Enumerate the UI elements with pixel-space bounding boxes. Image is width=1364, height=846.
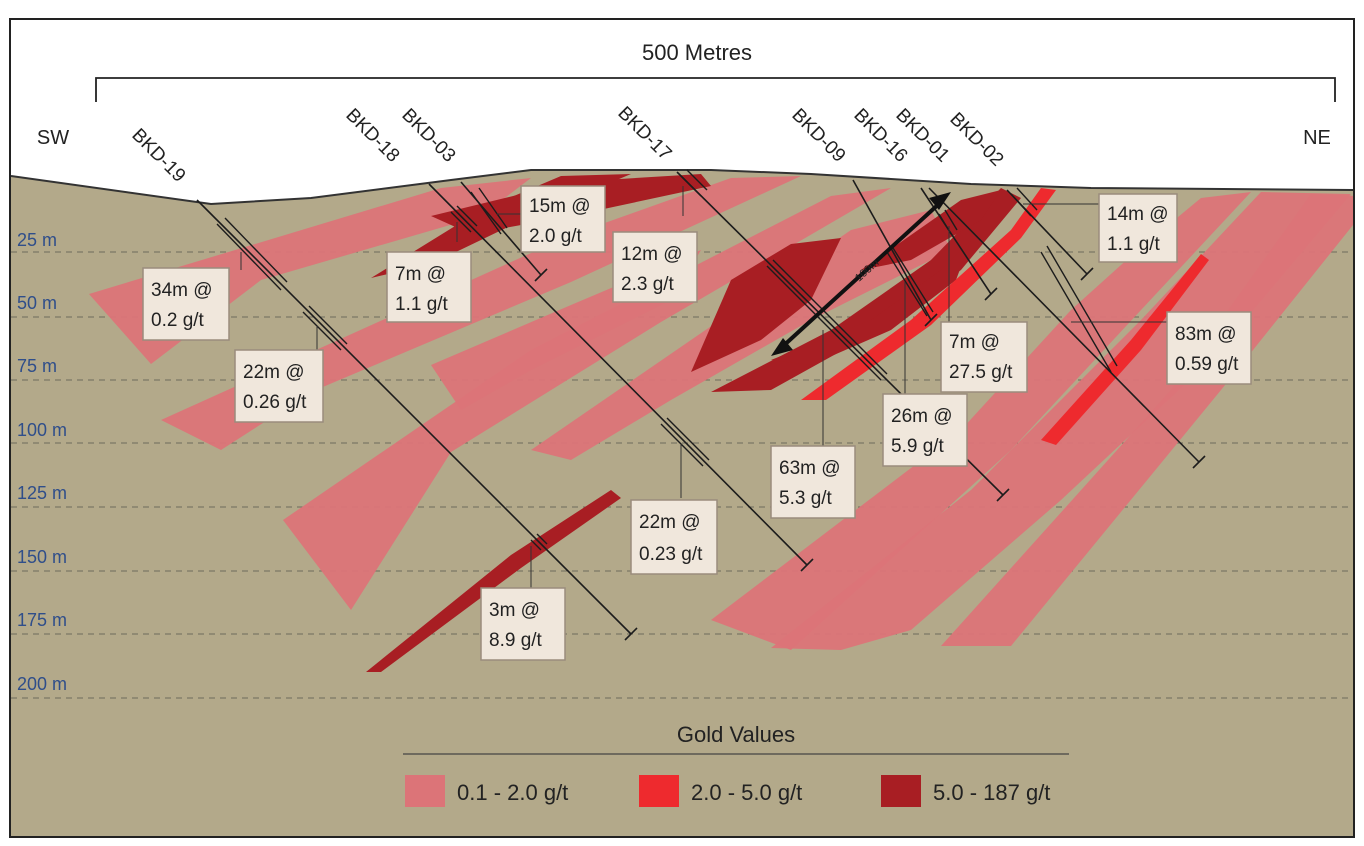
interval-annotation: 3m @ 8.9 g/t: [480, 587, 566, 661]
interval-length: 12m @: [621, 244, 683, 265]
depth-label: 50 m: [17, 293, 57, 313]
interval-length: 3m @: [489, 600, 540, 621]
interval-length: 83m @: [1175, 324, 1237, 345]
interval-length: 22m @: [639, 512, 701, 533]
interval-grade: 1.1 g/t: [395, 294, 449, 315]
interval-length: 7m @: [949, 332, 1000, 353]
interval-length: 22m @: [243, 362, 305, 383]
depth-label: 175 m: [17, 610, 67, 630]
depth-label: 125 m: [17, 483, 67, 503]
interval-grade: 0.23 g/t: [639, 544, 703, 565]
legend-label-low: 0.1 - 2.0 g/t: [457, 780, 568, 805]
interval-grade: 0.26 g/t: [243, 392, 307, 413]
interval-grade: 0.59 g/t: [1175, 354, 1239, 375]
leader-lines: [240, 186, 1167, 588]
scale-bar: [95, 77, 1336, 102]
interval-grade: 5.9 g/t: [891, 436, 945, 457]
interval-annotation: 15m @ 2.0 g/t: [520, 185, 606, 253]
hole-label: BKD-09: [787, 105, 849, 167]
interval-annotation: 22m @ 0.23 g/t: [630, 499, 718, 575]
depth-label: 150 m: [17, 547, 67, 567]
section-canvas: 500 Metres SW NE 25 m 50 m 75 m 100 m 12…: [11, 40, 1353, 836]
interval-length: 34m @: [151, 280, 213, 301]
interval-annotation: 34m @ 0.2 g/t: [142, 267, 230, 341]
interval-annotation: 26m @ 5.9 g/t: [882, 393, 968, 467]
legend: Gold Values 0.1 - 2.0 g/t 2.0 - 5.0 g/t …: [403, 722, 1069, 807]
interval-annotation: 63m @ 5.3 g/t: [770, 445, 856, 519]
cross-section-diagram: 500 Metres SW NE 25 m 50 m 75 m 100 m 12…: [9, 18, 1355, 838]
interval-grade: 0.2 g/t: [151, 310, 205, 331]
interval-grade: 1.1 g/t: [1107, 234, 1161, 255]
interval-length: 15m @: [529, 196, 591, 217]
interval-length: 26m @: [891, 406, 953, 427]
interval-annotation: 12m @ 2.3 g/t: [612, 231, 698, 303]
interval-grade: 2.3 g/t: [621, 274, 675, 295]
depth-label: 75 m: [17, 356, 57, 376]
legend-swatch-mid: [639, 775, 679, 807]
interval-annotation: 22m @ 0.26 g/t: [234, 349, 324, 423]
interval-annotation: 83m @ 0.59 g/t: [1166, 311, 1252, 385]
direction-sw: SW: [37, 127, 69, 149]
interval-length: 63m @: [779, 458, 841, 479]
interval-grade: 27.5 g/t: [949, 362, 1013, 383]
hole-label: BKD-02: [945, 109, 1007, 171]
legend-swatch-high: [881, 775, 921, 807]
legend-label-mid: 2.0 - 5.0 g/t: [691, 780, 802, 805]
interval-grade: 8.9 g/t: [489, 630, 543, 651]
topography-line: [11, 169, 1353, 206]
depth-labels: 25 m 50 m 75 m 100 m 125 m 150 m 175 m 2…: [17, 230, 67, 694]
interval-grade: 5.3 g/t: [779, 488, 833, 509]
interval-length: 7m @: [395, 264, 446, 285]
interval-annotation: 7m @ 27.5 g/t: [940, 321, 1028, 393]
interval-annotation: 14m @ 1.1 g/t: [1098, 193, 1178, 263]
hole-label: BKD-17: [613, 103, 675, 165]
zone-mid-grade: [801, 188, 1209, 445]
scale-label: 500 Metres: [642, 40, 752, 65]
hole-label: BKD-18: [341, 105, 403, 167]
interval-annotation: 7m @ 1.1 g/t: [386, 251, 472, 323]
legend-swatch-low: [405, 775, 445, 807]
legend-title: Gold Values: [677, 722, 795, 747]
interval-length: 14m @: [1107, 204, 1169, 225]
legend-label-high: 5.0 - 187 g/t: [933, 780, 1050, 805]
interval-grade: 2.0 g/t: [529, 226, 583, 247]
depth-label: 200 m: [17, 674, 67, 694]
hole-label: BKD-03: [397, 105, 459, 167]
depth-label: 25 m: [17, 230, 57, 250]
direction-ne: NE: [1303, 127, 1331, 149]
hole-end-ticks: [534, 267, 1206, 641]
hole-label: BKD-19: [127, 125, 189, 187]
depth-label: 100 m: [17, 420, 67, 440]
